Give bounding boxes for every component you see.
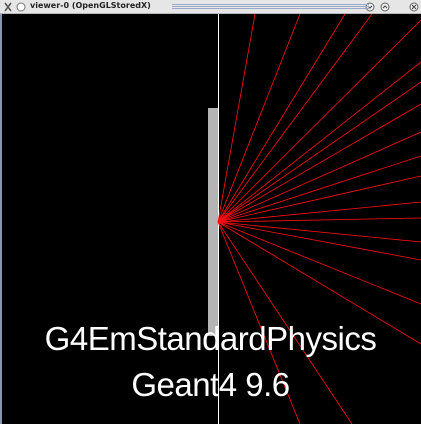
particle-tracks xyxy=(217,14,421,424)
gl-viewport xyxy=(0,14,421,424)
overlay-text: G4EmStandardPhysics xyxy=(44,320,377,357)
target-slab xyxy=(208,108,218,336)
sticky-button[interactable] xyxy=(16,2,26,12)
window-border xyxy=(0,14,2,424)
title-bar: viewer-0 (OpenGLStoredX) xyxy=(0,0,421,14)
title-stripes xyxy=(172,4,369,9)
overlay-text: Geant4 9.6 xyxy=(131,366,290,403)
window-title: viewer-0 (OpenGLStoredX) xyxy=(30,1,151,10)
maximize-button[interactable] xyxy=(380,2,390,12)
app-icon xyxy=(4,2,12,12)
